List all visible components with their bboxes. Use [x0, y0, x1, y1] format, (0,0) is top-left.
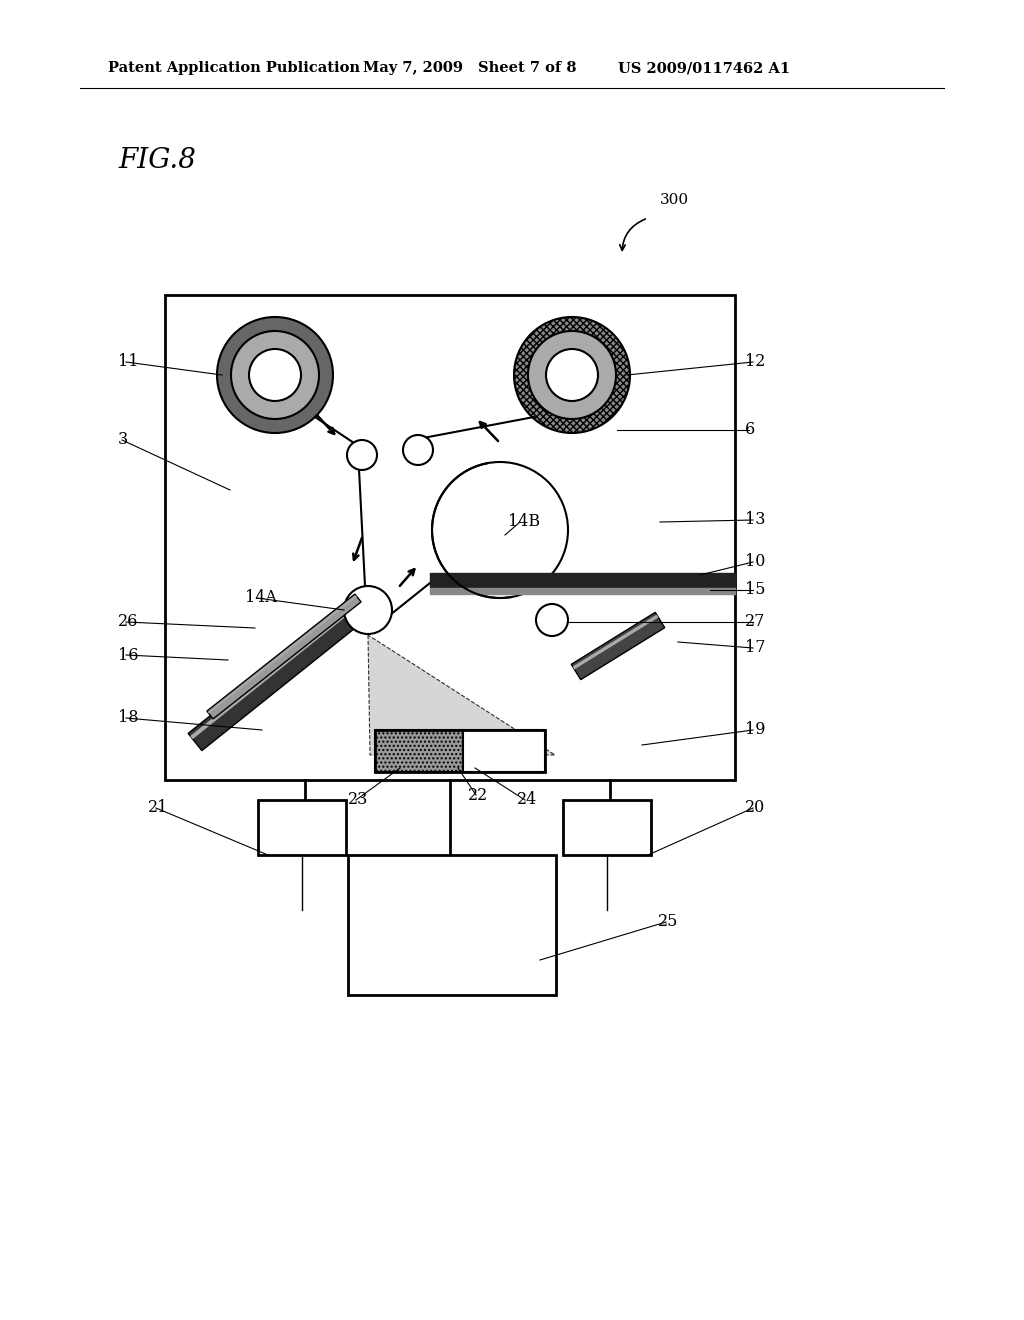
Circle shape [403, 436, 433, 465]
Polygon shape [190, 612, 348, 739]
Text: May 7, 2009: May 7, 2009 [362, 61, 463, 75]
Circle shape [347, 440, 377, 470]
Bar [258, 800, 346, 855]
Polygon shape [368, 635, 555, 755]
Text: 24: 24 [517, 792, 538, 808]
Text: 20: 20 [745, 800, 765, 817]
Text: 23: 23 [348, 792, 369, 808]
Text: US 2009/0117462 A1: US 2009/0117462 A1 [618, 61, 791, 75]
Text: Patent Application Publication: Patent Application Publication [108, 61, 360, 75]
Text: 21: 21 [148, 800, 168, 817]
Text: 11: 11 [118, 354, 138, 371]
Polygon shape [571, 612, 665, 680]
Polygon shape [208, 595, 357, 714]
Bar [165, 294, 735, 780]
Circle shape [249, 348, 301, 401]
Circle shape [546, 348, 598, 401]
Bar [464, 730, 545, 772]
Polygon shape [207, 594, 361, 719]
Circle shape [231, 331, 319, 418]
Text: 15: 15 [745, 582, 766, 598]
Text: 18: 18 [118, 710, 138, 726]
Text: 6: 6 [745, 421, 756, 438]
Text: 300: 300 [660, 193, 689, 207]
Text: 16: 16 [118, 647, 138, 664]
Text: 26: 26 [118, 614, 138, 631]
Bar [375, 730, 464, 772]
Bar [375, 730, 545, 772]
Text: FIG.8: FIG.8 [118, 147, 196, 173]
Text: 14A: 14A [245, 590, 276, 606]
Bar [563, 800, 651, 855]
Text: Sheet 7 of 8: Sheet 7 of 8 [478, 61, 577, 75]
Text: 14B: 14B [508, 513, 540, 531]
Circle shape [536, 605, 568, 636]
Circle shape [528, 331, 616, 418]
Polygon shape [572, 615, 658, 669]
Circle shape [432, 462, 568, 598]
Circle shape [344, 586, 392, 634]
Text: 10: 10 [745, 553, 765, 570]
Bar [348, 855, 556, 995]
Text: 12: 12 [745, 354, 765, 371]
Text: 17: 17 [745, 639, 766, 656]
Circle shape [514, 317, 630, 433]
Text: 13: 13 [745, 511, 766, 528]
Text: 22: 22 [468, 787, 488, 804]
Text: 19: 19 [745, 722, 766, 738]
Text: 27: 27 [745, 614, 765, 631]
Text: 3: 3 [118, 432, 128, 449]
Circle shape [217, 317, 333, 433]
Text: 25: 25 [658, 913, 678, 931]
Polygon shape [188, 610, 357, 751]
